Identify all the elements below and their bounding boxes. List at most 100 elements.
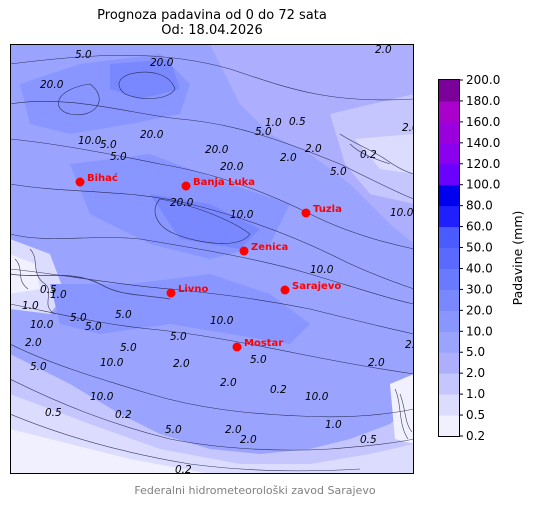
colorbar-tick-label: 0.5	[466, 408, 485, 422]
zone-05mm-northeast	[355, 134, 414, 174]
colorbar-swatch	[439, 373, 459, 395]
contour-label: 1.0	[50, 289, 67, 301]
contour-label: 1.0	[22, 300, 39, 312]
colorbar-tick-label: 20.0	[466, 303, 493, 317]
colorbar-swatch	[439, 247, 459, 269]
colorbar-swatch	[439, 100, 459, 123]
colorbar-tick-label: 160.0	[466, 115, 500, 129]
colorbar-swatch	[439, 289, 459, 311]
contour-label: 2.0	[240, 434, 257, 446]
city-marker-sarajevo	[280, 285, 290, 295]
contour-label: 10.0	[100, 357, 124, 369]
colorbar-swatch	[439, 184, 459, 207]
colorbar-swatch	[439, 415, 459, 437]
contour-label: 5.0	[250, 354, 267, 366]
contour-label: 0.5	[289, 116, 306, 128]
colorbar-tick-label: 30.0	[466, 282, 493, 296]
contour-label: 1.0	[325, 419, 342, 431]
city-marker-tuzla	[301, 208, 311, 218]
city-marker-mostar	[232, 342, 242, 352]
city-marker-zenica	[239, 246, 249, 256]
contour-label: 10.0	[230, 209, 254, 221]
contour-label: 10.0	[305, 391, 329, 403]
contour-label: 5.0	[170, 331, 187, 343]
colorbar-swatch	[439, 394, 459, 416]
colorbar-tick-label: 120.0	[466, 157, 500, 171]
colorbar-frame	[438, 79, 460, 437]
colorbar-tick-label: 180.0	[466, 94, 500, 108]
colorbar-swatch	[439, 163, 459, 186]
contour-label: 5.0	[85, 321, 102, 333]
colorbar-label: Padavine (mm)	[510, 211, 525, 306]
colorbar-swatches	[439, 80, 459, 437]
contour-label: 2.0	[368, 357, 385, 369]
city-label-sarajevo: Sarajevo	[292, 281, 341, 292]
contour-label: 10.0	[90, 391, 114, 403]
colorbar-tick-label: 2.0	[466, 366, 485, 380]
contour-label: 20.0	[140, 129, 164, 141]
contour-label: 5.0	[165, 424, 182, 436]
city-label-bihac: Bihać	[87, 172, 118, 184]
zone-20mm-northwest	[110, 59, 180, 99]
contour-label: 5.0	[30, 361, 47, 373]
colorbar-swatch	[439, 268, 459, 290]
contour-label: 10.0	[30, 319, 54, 331]
contour-label: 2.0	[220, 377, 237, 389]
colorbar-tick-label: 140.0	[466, 136, 500, 150]
contour-label: 2.0	[305, 143, 322, 155]
colorbar-swatch	[439, 80, 459, 102]
map-title: Prognoza padavina od 0 do 72 sata	[97, 8, 327, 23]
city-marker-banja-luka	[181, 181, 191, 191]
contour-label: 10.0	[310, 264, 334, 276]
colorbar-tick-label: 0.2	[466, 429, 485, 443]
contour-label: 0.2	[175, 464, 192, 474]
colorbar-tick-label: 10.0	[466, 324, 493, 338]
contour-label: 0.2	[115, 409, 132, 421]
contour-label: 0.5	[40, 284, 57, 296]
contour-label: 20.0	[40, 79, 64, 91]
city-marker-livno	[166, 288, 176, 298]
colorbar-swatch	[439, 121, 459, 144]
contour-label: 5.0	[120, 342, 137, 354]
contour-label: 5.0	[75, 49, 92, 61]
contour-label: 5.0	[255, 126, 272, 138]
precipitation-map: 5.020.020.02.02.020.05.010.05.020.01.00.…	[10, 44, 414, 474]
colorbar-tick-label: 5.0	[466, 345, 485, 359]
city-label-mostar: Mostar	[244, 338, 283, 349]
city-marker-bihac	[75, 177, 85, 187]
contour-label: 0.2	[270, 384, 287, 396]
contour-label: 2.0	[405, 339, 414, 351]
contour-label: 10.0	[78, 135, 102, 147]
contour-label: 5.0	[330, 166, 347, 178]
colorbar-swatch	[439, 331, 459, 353]
zone-2mm-north	[210, 44, 414, 244]
colorbar-tick-label: 60.0	[466, 220, 493, 234]
map-subtitle-date: Od: 18.04.2026	[161, 23, 263, 38]
contour-label: 10.0	[210, 315, 234, 327]
contour-label-group: 5.020.020.02.02.020.05.010.05.020.01.00.…	[22, 44, 414, 474]
contour-label: 20.0	[220, 161, 244, 173]
colorbar-swatch	[439, 142, 459, 165]
zone-02mm-west	[10, 254, 40, 294]
contour-label: 20.0	[205, 144, 229, 156]
colorbar-tick-label: 80.0	[466, 199, 493, 213]
zone-02mm-southwest	[10, 429, 210, 474]
credit-line: Federalni hidrometeorološki zavod Saraje…	[134, 484, 376, 497]
contour-label: 5.0	[100, 139, 117, 151]
zone-05mm-south	[10, 394, 414, 474]
city-label-zenica: Zenica	[251, 242, 288, 253]
contour-label: 10.0	[390, 207, 414, 219]
colorbar-tick-label: 40.0	[466, 261, 493, 275]
contour-label: 2.0	[173, 358, 190, 370]
city-label-banja-luka: Banja Luka	[193, 177, 255, 188]
contour-label: 5.0	[115, 309, 132, 321]
colorbar-tick-label: 50.0	[466, 241, 493, 255]
colorbar-tick-label: 1.0	[466, 387, 485, 401]
contour-lines	[10, 54, 414, 472]
contour-label: 0.2	[360, 149, 377, 161]
contour-label: 0.5	[360, 434, 377, 446]
map-frame	[10, 44, 414, 474]
contour-label: 2.0	[375, 44, 392, 56]
border-line	[10, 273, 171, 300]
colorbar-tick-labels: 0.2 0.5 1.0 2.0 5.0 10.0 20.0 30.0 40.0 50.0 60.0 8…	[459, 73, 500, 443]
